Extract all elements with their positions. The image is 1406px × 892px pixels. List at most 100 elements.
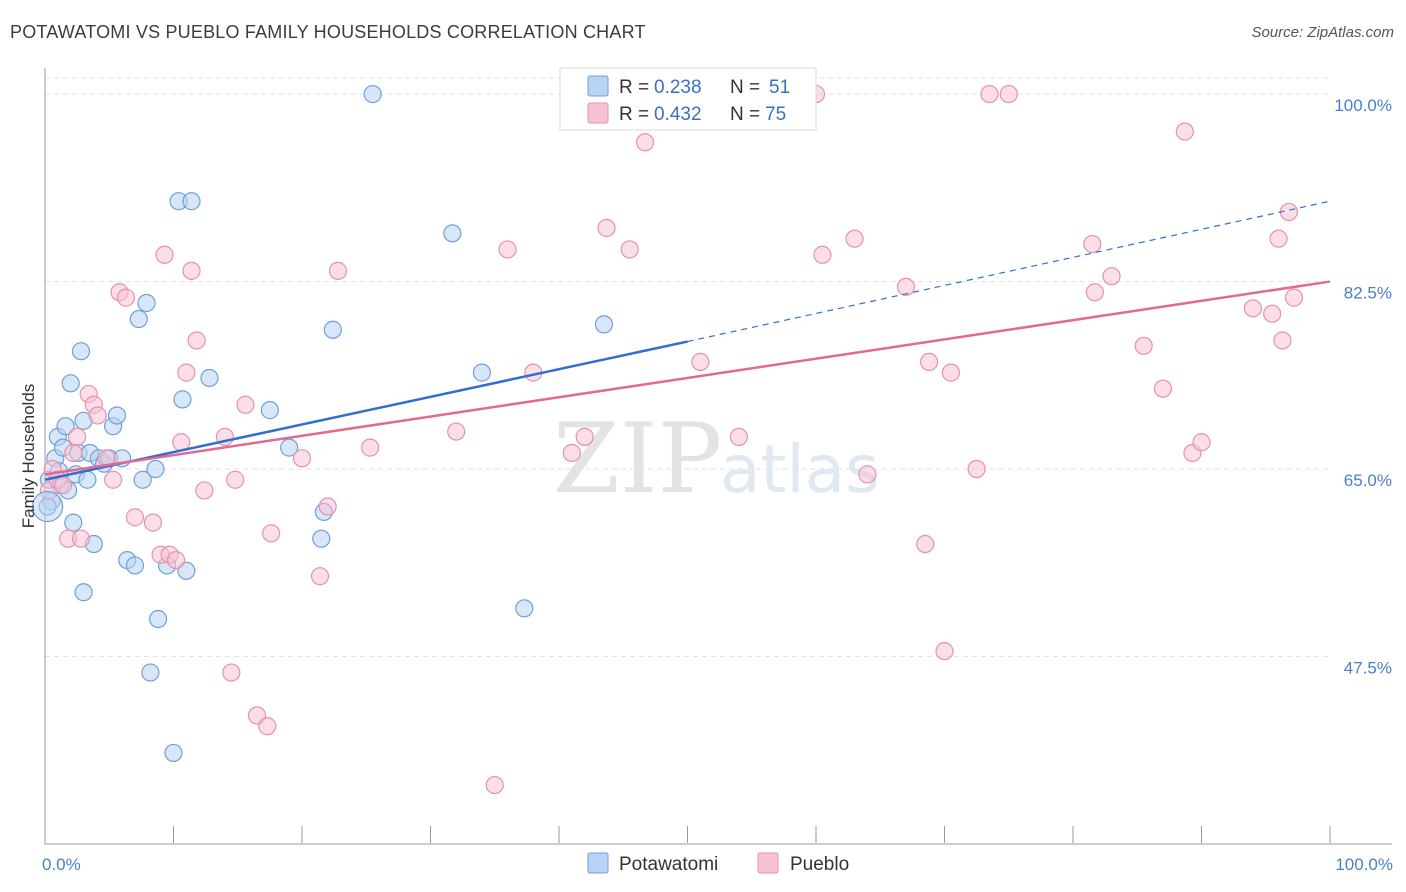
- points-layer: [31, 84, 1304, 795]
- point-pueblo: [729, 427, 749, 446]
- point-potawatomi: [146, 459, 165, 479]
- point-potawatomi: [164, 743, 183, 763]
- tick-labels: 47.5% 65.0% 82.5% 100.0% 0.0% 100.0%: [42, 96, 1393, 874]
- point-potawatomi: [141, 663, 160, 682]
- point-pueblo: [858, 465, 877, 484]
- legend-r-label-pueblo: R =: [619, 104, 654, 125]
- legend-r-value-potawatomi: 0.238: [654, 77, 702, 98]
- point-potawatomi: [61, 374, 80, 393]
- point-pueblo: [182, 261, 201, 280]
- point-pueblo: [919, 352, 939, 372]
- point-potawatomi-cluster: [31, 490, 64, 523]
- point-potawatomi: [129, 309, 148, 329]
- chart-source: Source: ZipAtlas.com: [1251, 24, 1394, 41]
- point-pueblo: [155, 245, 174, 264]
- point-potawatomi: [78, 470, 97, 489]
- axes-layer: [44, 68, 1392, 845]
- point-pueblo: [187, 331, 206, 350]
- point-pueblo: [222, 663, 241, 682]
- grid-layer: [45, 77, 1330, 658]
- point-potawatomi: [260, 401, 279, 420]
- point-pueblo: [1134, 336, 1153, 355]
- point-pueblo: [53, 476, 73, 495]
- trend-line-pueblo: [44, 280, 1331, 476]
- point-potawatomi: [443, 224, 462, 243]
- point-pueblo: [597, 218, 616, 238]
- point-pueblo: [1085, 283, 1104, 302]
- point-pueblo: [71, 529, 91, 548]
- legend-r-label-potawatomi: R =: [619, 77, 654, 98]
- point-potawatomi: [56, 417, 75, 436]
- point-pueblo: [1102, 267, 1121, 286]
- point-potawatomi: [133, 470, 152, 489]
- point-potawatomi: [125, 556, 145, 575]
- y-tick-label: 65.0%: [1344, 471, 1392, 490]
- point-potawatomi: [515, 599, 534, 618]
- y-axis-title: Family Households: [19, 384, 38, 529]
- point-pueblo: [1243, 299, 1263, 318]
- point-pueblo: [691, 352, 710, 372]
- point-potawatomi: [173, 390, 192, 409]
- point-pueblo: [310, 567, 330, 586]
- legend-n-value-potawatomi: 51: [769, 77, 790, 98]
- legend-swatch-potawatomi: [587, 75, 609, 97]
- point-pueblo: [896, 277, 916, 297]
- point-pueblo: [88, 406, 107, 425]
- y-tick-label: 47.5%: [1344, 659, 1392, 678]
- point-potawatomi: [148, 609, 168, 629]
- watermark: ZIP atlas: [553, 403, 880, 515]
- x-tick-label: 100.0%: [1335, 855, 1393, 874]
- point-potawatomi: [312, 529, 331, 548]
- x-tick-label: 0.0%: [42, 855, 81, 874]
- point-pueblo: [1153, 379, 1173, 398]
- point-pueblo: [1192, 433, 1211, 452]
- point-pueblo: [236, 395, 255, 414]
- point-pueblo: [1284, 288, 1304, 307]
- point-pueblo: [166, 550, 186, 570]
- point-pueblo: [575, 427, 594, 446]
- bottom-legend: Potawatomi Pueblo: [587, 852, 849, 875]
- point-pueblo: [813, 245, 832, 264]
- point-pueblo: [935, 642, 954, 661]
- point-pueblo: [1263, 304, 1282, 323]
- legend-r-value-pueblo: 0.432: [654, 104, 702, 125]
- point-pueblo: [1269, 229, 1288, 248]
- bottom-legend-swatch-potawatomi: [587, 852, 609, 874]
- point-pueblo: [635, 133, 655, 152]
- trend-line-potawatomi: [44, 340, 688, 481]
- y-tick-label: 82.5%: [1344, 284, 1392, 303]
- legend-n-label-potawatomi: N =: [730, 77, 765, 98]
- point-pueblo: [980, 84, 999, 104]
- point-pueblo: [447, 422, 466, 441]
- point-pueblo: [292, 449, 312, 468]
- point-pueblo: [318, 497, 337, 516]
- legend-n-label-pueblo: N =: [730, 104, 765, 125]
- bottom-legend-label-pueblo: Pueblo: [790, 854, 849, 875]
- trend-line-potawatomi-extension: [687, 200, 1331, 343]
- point-pueblo: [64, 443, 83, 463]
- point-pueblo: [226, 470, 245, 489]
- series-potawatomi: [38, 84, 614, 763]
- point-potawatomi: [594, 315, 614, 334]
- chart-title: POTAWATOMI VS PUEBLO FAMILY HOUSEHOLDS C…: [10, 22, 646, 42]
- point-pueblo: [1083, 234, 1102, 254]
- point-pueblo: [361, 438, 380, 457]
- point-pueblo: [116, 288, 136, 307]
- point-pueblo: [845, 229, 864, 248]
- trend-layer: [44, 200, 1331, 481]
- point-potawatomi: [137, 293, 156, 313]
- point-pueblo: [485, 775, 504, 795]
- point-potawatomi: [182, 192, 201, 211]
- point-pueblo: [562, 443, 581, 463]
- point-potawatomi: [71, 342, 91, 361]
- watermark-zip: ZIP: [553, 403, 722, 515]
- top-legend: R = 0.238 N = 51 R = 0.432 N = 75: [559, 67, 817, 131]
- point-pueblo: [328, 261, 348, 280]
- legend-swatch-pueblo: [587, 102, 609, 124]
- point-pueblo: [916, 534, 935, 554]
- y-tick-label: 100.0%: [1334, 96, 1392, 115]
- point-pueblo: [967, 459, 986, 479]
- point-potawatomi: [107, 406, 127, 425]
- bottom-legend-label-potawatomi: Potawatomi: [619, 854, 718, 875]
- point-pueblo: [258, 717, 277, 736]
